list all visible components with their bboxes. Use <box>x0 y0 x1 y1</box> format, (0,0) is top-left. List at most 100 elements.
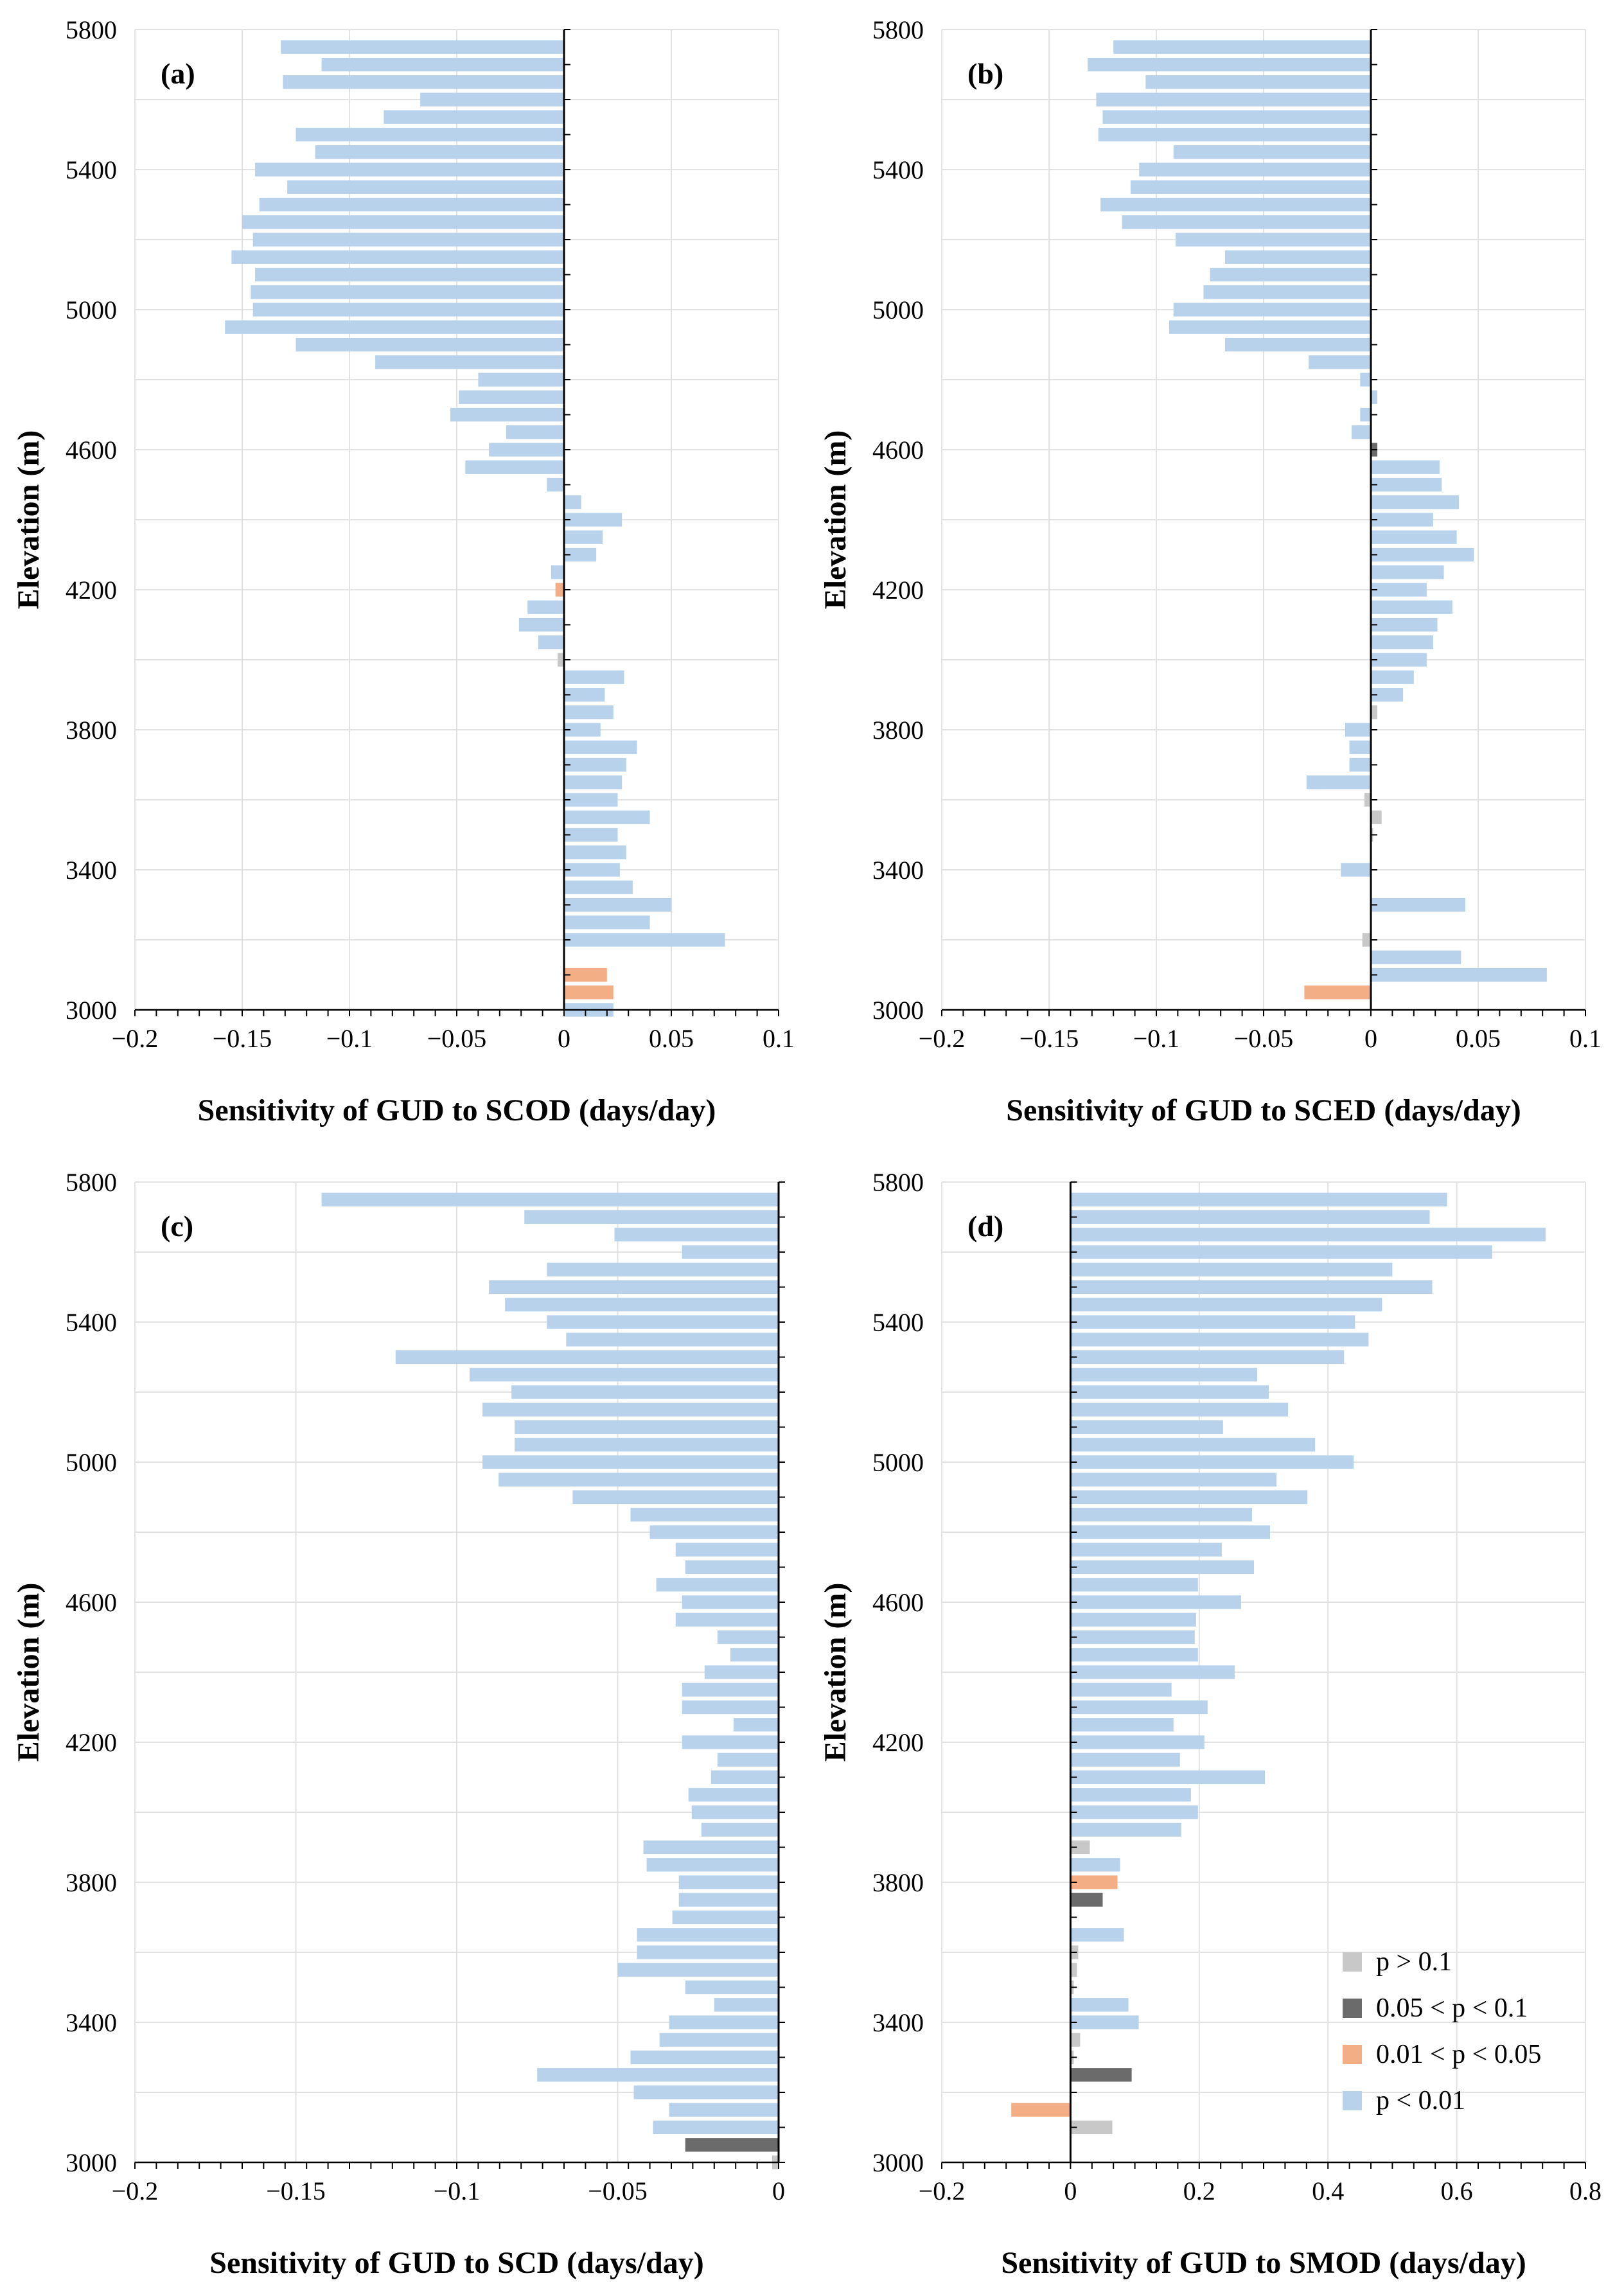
y-tick-label: 5800 <box>66 1168 117 1197</box>
bar-elev-4300 <box>564 547 597 562</box>
bar-elev-4250 <box>551 565 564 579</box>
bar-elev-3650 <box>564 775 622 790</box>
bar-elev-4900 <box>572 1490 779 1505</box>
x-axis-title: Sensitivity of GUD to SMOD (days/day) <box>1001 2246 1526 2280</box>
x-tick-label: 0.1 <box>1569 1024 1602 1053</box>
y-axis-title: Elevation (m) <box>12 1583 46 1762</box>
y-axis-title: Elevation (m) <box>818 1583 852 1762</box>
bar-elev-3500 <box>564 827 618 842</box>
bar-elev-4000 <box>691 1805 779 1819</box>
bar-elev-5550 <box>1070 1262 1393 1276</box>
bar-elev-3300 <box>630 2050 779 2065</box>
bar-elev-3950 <box>701 1823 779 1837</box>
x-tick-label: 0.2 <box>1183 2177 1215 2205</box>
x-tick-label: 0.6 <box>1441 2177 1473 2205</box>
bar-elev-5750 <box>1113 40 1371 54</box>
bar-elev-3450 <box>564 845 626 860</box>
significance-legend: p > 0.1 0.05 < p < 0.1 0.01 < p < 0.05 p < … <box>1343 1947 1541 2115</box>
x-tick-label: 0.1 <box>763 1024 795 1053</box>
bar-elev-5500 <box>489 1280 779 1294</box>
bar-elev-3700 <box>1349 757 1371 772</box>
panel-label: (c) <box>161 1210 193 1242</box>
bar-elev-4600 <box>489 443 564 457</box>
bar-elev-3650 <box>1306 775 1371 790</box>
y-tick-label: 5000 <box>66 296 117 324</box>
bar-elev-5400 <box>1139 163 1371 177</box>
bar-elev-4000 <box>1371 653 1427 667</box>
bar-elev-4800 <box>478 373 564 387</box>
bar-elev-4700 <box>450 407 564 422</box>
x-tick-label: −0.2 <box>112 1024 159 1053</box>
bar-elev-3150 <box>1371 950 1461 964</box>
legend-label-sig: p < 0.01 <box>1376 2086 1465 2115</box>
bar-elev-5100 <box>255 267 564 282</box>
bar-elev-3850 <box>646 1858 779 1872</box>
bar-elev-4550 <box>1070 1612 1196 1627</box>
bar-elev-5700 <box>321 57 564 72</box>
bar-elev-4600 <box>682 1595 779 1609</box>
bar-elev-5350 <box>566 1332 779 1347</box>
bar-elev-4950 <box>499 1472 779 1487</box>
panel-b-chart: −0.2 −0.15 −0.1 −0.05 0 0.05 0.1 3000 3400 3800 42… <box>818 15 1602 1127</box>
bar-elev-3200 <box>1362 933 1371 947</box>
x-axis-title: Sensitivity of GUD to SCOD (days/day) <box>198 1093 716 1127</box>
bar-elev-3600 <box>564 793 618 807</box>
bar-elev-3650 <box>1070 1928 1124 1942</box>
bar-elev-5350 <box>1070 1332 1369 1347</box>
bar-elev-5000 <box>482 1455 779 1469</box>
y-tick-label: 5400 <box>66 1308 117 1337</box>
bar-elev-5250 <box>1122 215 1371 229</box>
bar-elev-3150 <box>669 2103 779 2117</box>
bar-elev-5750 <box>1070 1192 1447 1206</box>
bar-elev-5550 <box>384 110 564 124</box>
bar-elev-4300 <box>1371 547 1474 562</box>
bar-elev-4450 <box>1070 1648 1198 1662</box>
bar-elev-5000 <box>1070 1455 1354 1469</box>
bar-elev-5400 <box>255 163 564 177</box>
bar-elev-4850 <box>1070 1508 1252 1522</box>
bar-elev-3500 <box>685 1980 779 1995</box>
bar-elev-4850 <box>630 1508 779 1522</box>
x-tick-label: −0.05 <box>427 1024 487 1053</box>
bar-elev-3150 <box>1011 2103 1071 2117</box>
y-tick-label: 4200 <box>66 576 117 605</box>
bar-elev-5150 <box>1070 1402 1289 1417</box>
bar-elev-3400 <box>1341 863 1371 877</box>
x-tick-label: 0.05 <box>1456 1024 1501 1053</box>
bar-elev-3250 <box>1070 2068 1132 2082</box>
y-tick-label: 3400 <box>66 2008 117 2037</box>
y-axis-title: Elevation (m) <box>818 430 852 610</box>
bar-elev-3400 <box>564 863 620 877</box>
y-axis-title: Elevation (m) <box>12 430 46 610</box>
y-tick-label: 5000 <box>872 1448 924 1477</box>
bar-elev-3300 <box>1371 897 1465 912</box>
bar-elev-4300 <box>682 1700 779 1715</box>
bar-elev-4100 <box>518 617 564 632</box>
bar-elev-3750 <box>1349 740 1371 754</box>
bar-elev-3200 <box>564 933 725 947</box>
bar-elev-4900 <box>1224 337 1371 352</box>
bar-elev-3950 <box>564 670 624 684</box>
bar-elev-3100 <box>564 967 607 982</box>
y-tick-label: 5800 <box>872 1168 924 1197</box>
y-tick-label: 5400 <box>66 155 117 184</box>
bar-elev-5150 <box>1224 250 1371 264</box>
bar-elev-5050 <box>1070 1438 1316 1452</box>
bar-elev-3550 <box>1070 1963 1077 1977</box>
bar-elev-3850 <box>1070 1858 1120 1872</box>
bar-elev-3400 <box>1070 2015 1139 2029</box>
x-tick-label: −0.2 <box>112 2177 159 2205</box>
bar-elev-4950 <box>1169 320 1371 334</box>
bar-elev-4650 <box>506 425 564 439</box>
bar-elev-5300 <box>1100 197 1371 212</box>
bar-elev-3250 <box>564 915 650 930</box>
bar-elev-3050 <box>685 2138 779 2152</box>
bar-elev-3600 <box>637 1945 779 1959</box>
bar-elev-4100 <box>1371 617 1438 632</box>
bar-elev-5600 <box>682 1245 779 1259</box>
x-tick-label: 0 <box>558 1024 570 1053</box>
x-tick-label: −0.2 <box>919 2177 966 2205</box>
x-tick-label: 0.8 <box>1569 2177 1602 2205</box>
bar-elev-4400 <box>704 1665 779 1679</box>
legend-label-ns: p > 0.1 <box>1376 1947 1452 1977</box>
